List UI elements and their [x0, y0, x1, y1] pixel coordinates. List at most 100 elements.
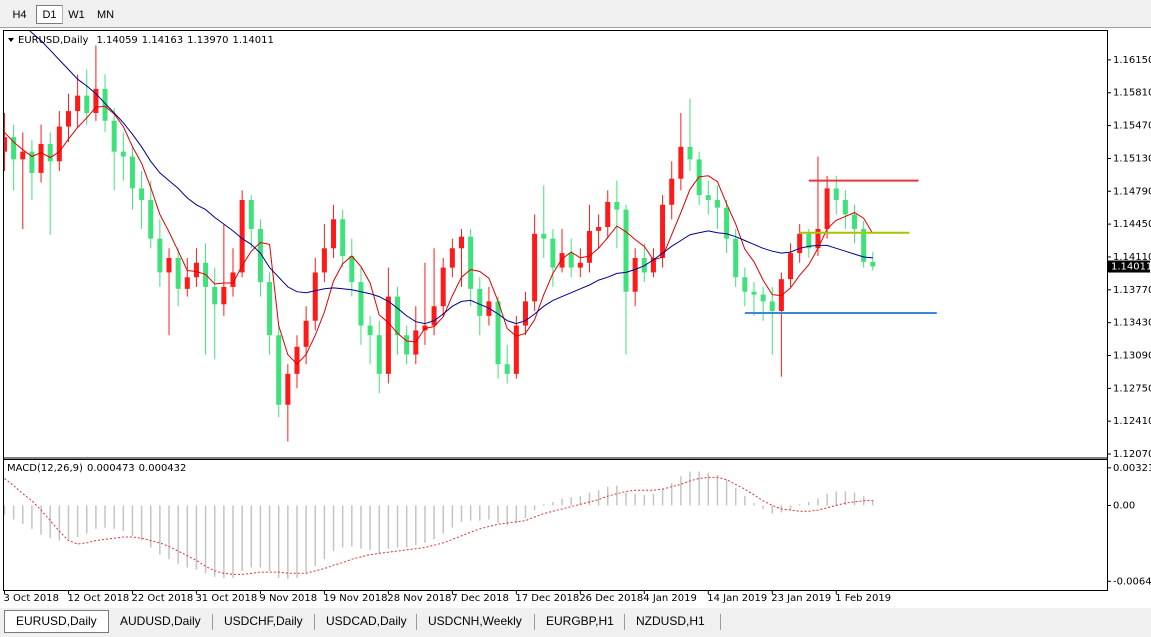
candle-body: [267, 282, 273, 336]
tab-label[interactable]: USDCNH,Weekly: [428, 614, 522, 628]
y-tick-label: 0.003216: [1113, 463, 1151, 474]
macd-value: 0.000473: [87, 463, 135, 474]
candle-body: [230, 272, 236, 287]
candle-body: [139, 188, 145, 200]
candle-body: [248, 199, 254, 229]
candle-body: [806, 233, 812, 249]
timeframe-label[interactable]: W1: [68, 9, 85, 21]
candle-body: [312, 272, 318, 321]
candle-body: [605, 201, 611, 228]
candle-body: [733, 238, 739, 278]
candle-body: [385, 296, 391, 374]
current-price: 1.14011: [1111, 262, 1151, 273]
timeframe-button[interactable]: [92, 5, 119, 24]
timeframe-button[interactable]: [62, 5, 91, 24]
candle-body: [468, 236, 474, 289]
candle-body: [852, 214, 858, 229]
candle-body: [440, 267, 446, 307]
candle-body: [367, 325, 373, 336]
y-tick-label: 1.16150: [1113, 55, 1151, 66]
quote-open: 1.14059: [96, 35, 137, 46]
candle-body: [797, 233, 803, 254]
candle-body: [541, 233, 547, 239]
candle-body: [751, 291, 757, 295]
candle-body: [221, 286, 227, 305]
candle-body: [65, 111, 71, 127]
candle-body: [532, 233, 538, 302]
candle-body: [459, 236, 464, 249]
y-tick-label: 1.13430: [1113, 318, 1151, 329]
candle-body: [788, 253, 794, 280]
y-tick-label: 1.12410: [1113, 416, 1151, 427]
candle-body: [321, 248, 327, 273]
candle-body: [331, 219, 337, 249]
quote-low: 1.13970: [187, 35, 228, 46]
tab-label[interactable]: EURUSD,Daily: [16, 614, 97, 628]
x-tick-label: 17 Dec 2018: [515, 593, 579, 604]
candle-body: [559, 253, 565, 268]
candle-body: [568, 253, 574, 268]
x-tick-label: 26 Dec 2018: [579, 593, 643, 604]
candle-body: [513, 325, 519, 374]
timeframe-label[interactable]: H4: [12, 9, 26, 21]
y-tick-label: 0.00: [1113, 500, 1135, 511]
tab-label[interactable]: USDCHF,Daily: [224, 614, 303, 628]
candle-body: [477, 288, 483, 316]
signal-line: [4, 476, 873, 575]
timeframe-button[interactable]: [6, 5, 33, 24]
chart-frame: [3, 30, 1108, 591]
y-tick-label: 1.12750: [1113, 383, 1151, 394]
candle-body: [724, 207, 730, 239]
candle-body: [550, 238, 556, 268]
candle-body: [861, 228, 867, 262]
moving-average: [4, 105, 874, 365]
candle-body: [623, 209, 629, 292]
chart-header: EURUSD,Daily 1.14059 1.14163 1.13970 1.14011: [18, 35, 274, 46]
candle-body: [833, 188, 839, 200]
tab-label[interactable]: NZDUSD,H1: [636, 614, 705, 628]
y-tick-label: 1.13090: [1113, 351, 1151, 362]
candle-body: [120, 151, 126, 157]
candle-body: [340, 219, 346, 256]
overlay: EURUSD,Daily 1.14059 1.14163 1.13970 1.14011…: [4, 5, 1151, 633]
candle-body: [660, 204, 666, 258]
timeframe-label[interactable]: D1: [42, 9, 56, 21]
candle-body: [56, 126, 62, 162]
tab-label[interactable]: AUDUSD,Daily: [120, 614, 201, 628]
candle-body: [669, 178, 675, 205]
chart-title: EURUSD,Daily: [18, 35, 89, 46]
y-tick-label: 1.15810: [1113, 88, 1151, 99]
x-tick-label: 12 Oct 2018: [67, 593, 129, 604]
y-tick-label: 1.15470: [1113, 121, 1151, 132]
toolbar: [0, 0, 1151, 28]
candle-body: [422, 325, 428, 331]
candle-body: [157, 238, 163, 273]
candle-body: [175, 257, 181, 289]
tab-label[interactable]: EURGBP,H1: [546, 614, 614, 628]
candle-body: [166, 257, 172, 273]
x-tick-label: 22 Oct 2018: [131, 593, 193, 604]
tab-label[interactable]: USDCAD,Daily: [326, 614, 407, 628]
candle-body: [632, 257, 638, 292]
tab-active[interactable]: [4, 610, 109, 633]
candle-body: [47, 143, 53, 162]
x-tick-label: 9 Nov 2018: [259, 593, 317, 604]
y-tick-label: 1.14790: [1113, 186, 1151, 197]
candle-body: [596, 227, 602, 231]
candle-body: [303, 320, 309, 347]
x-tick-label: 1 Feb 2019: [835, 593, 891, 604]
y-tick-label: -0.006485: [1113, 576, 1151, 587]
candle-body: [842, 199, 848, 215]
y-tick-label: 1.12070: [1113, 449, 1151, 460]
menu-arrow: [8, 38, 14, 42]
candle-body: [678, 146, 684, 179]
macd-title: MACD(12,26,9): [7, 463, 83, 474]
timeframe-label[interactable]: MN: [97, 9, 114, 21]
candle-body: [870, 261, 876, 267]
candle-body: [84, 95, 90, 114]
candle-body: [395, 296, 401, 336]
candle-body: [75, 95, 81, 112]
candle-body: [212, 286, 218, 305]
x-tick-label: 23 Jan 2019: [771, 593, 831, 604]
